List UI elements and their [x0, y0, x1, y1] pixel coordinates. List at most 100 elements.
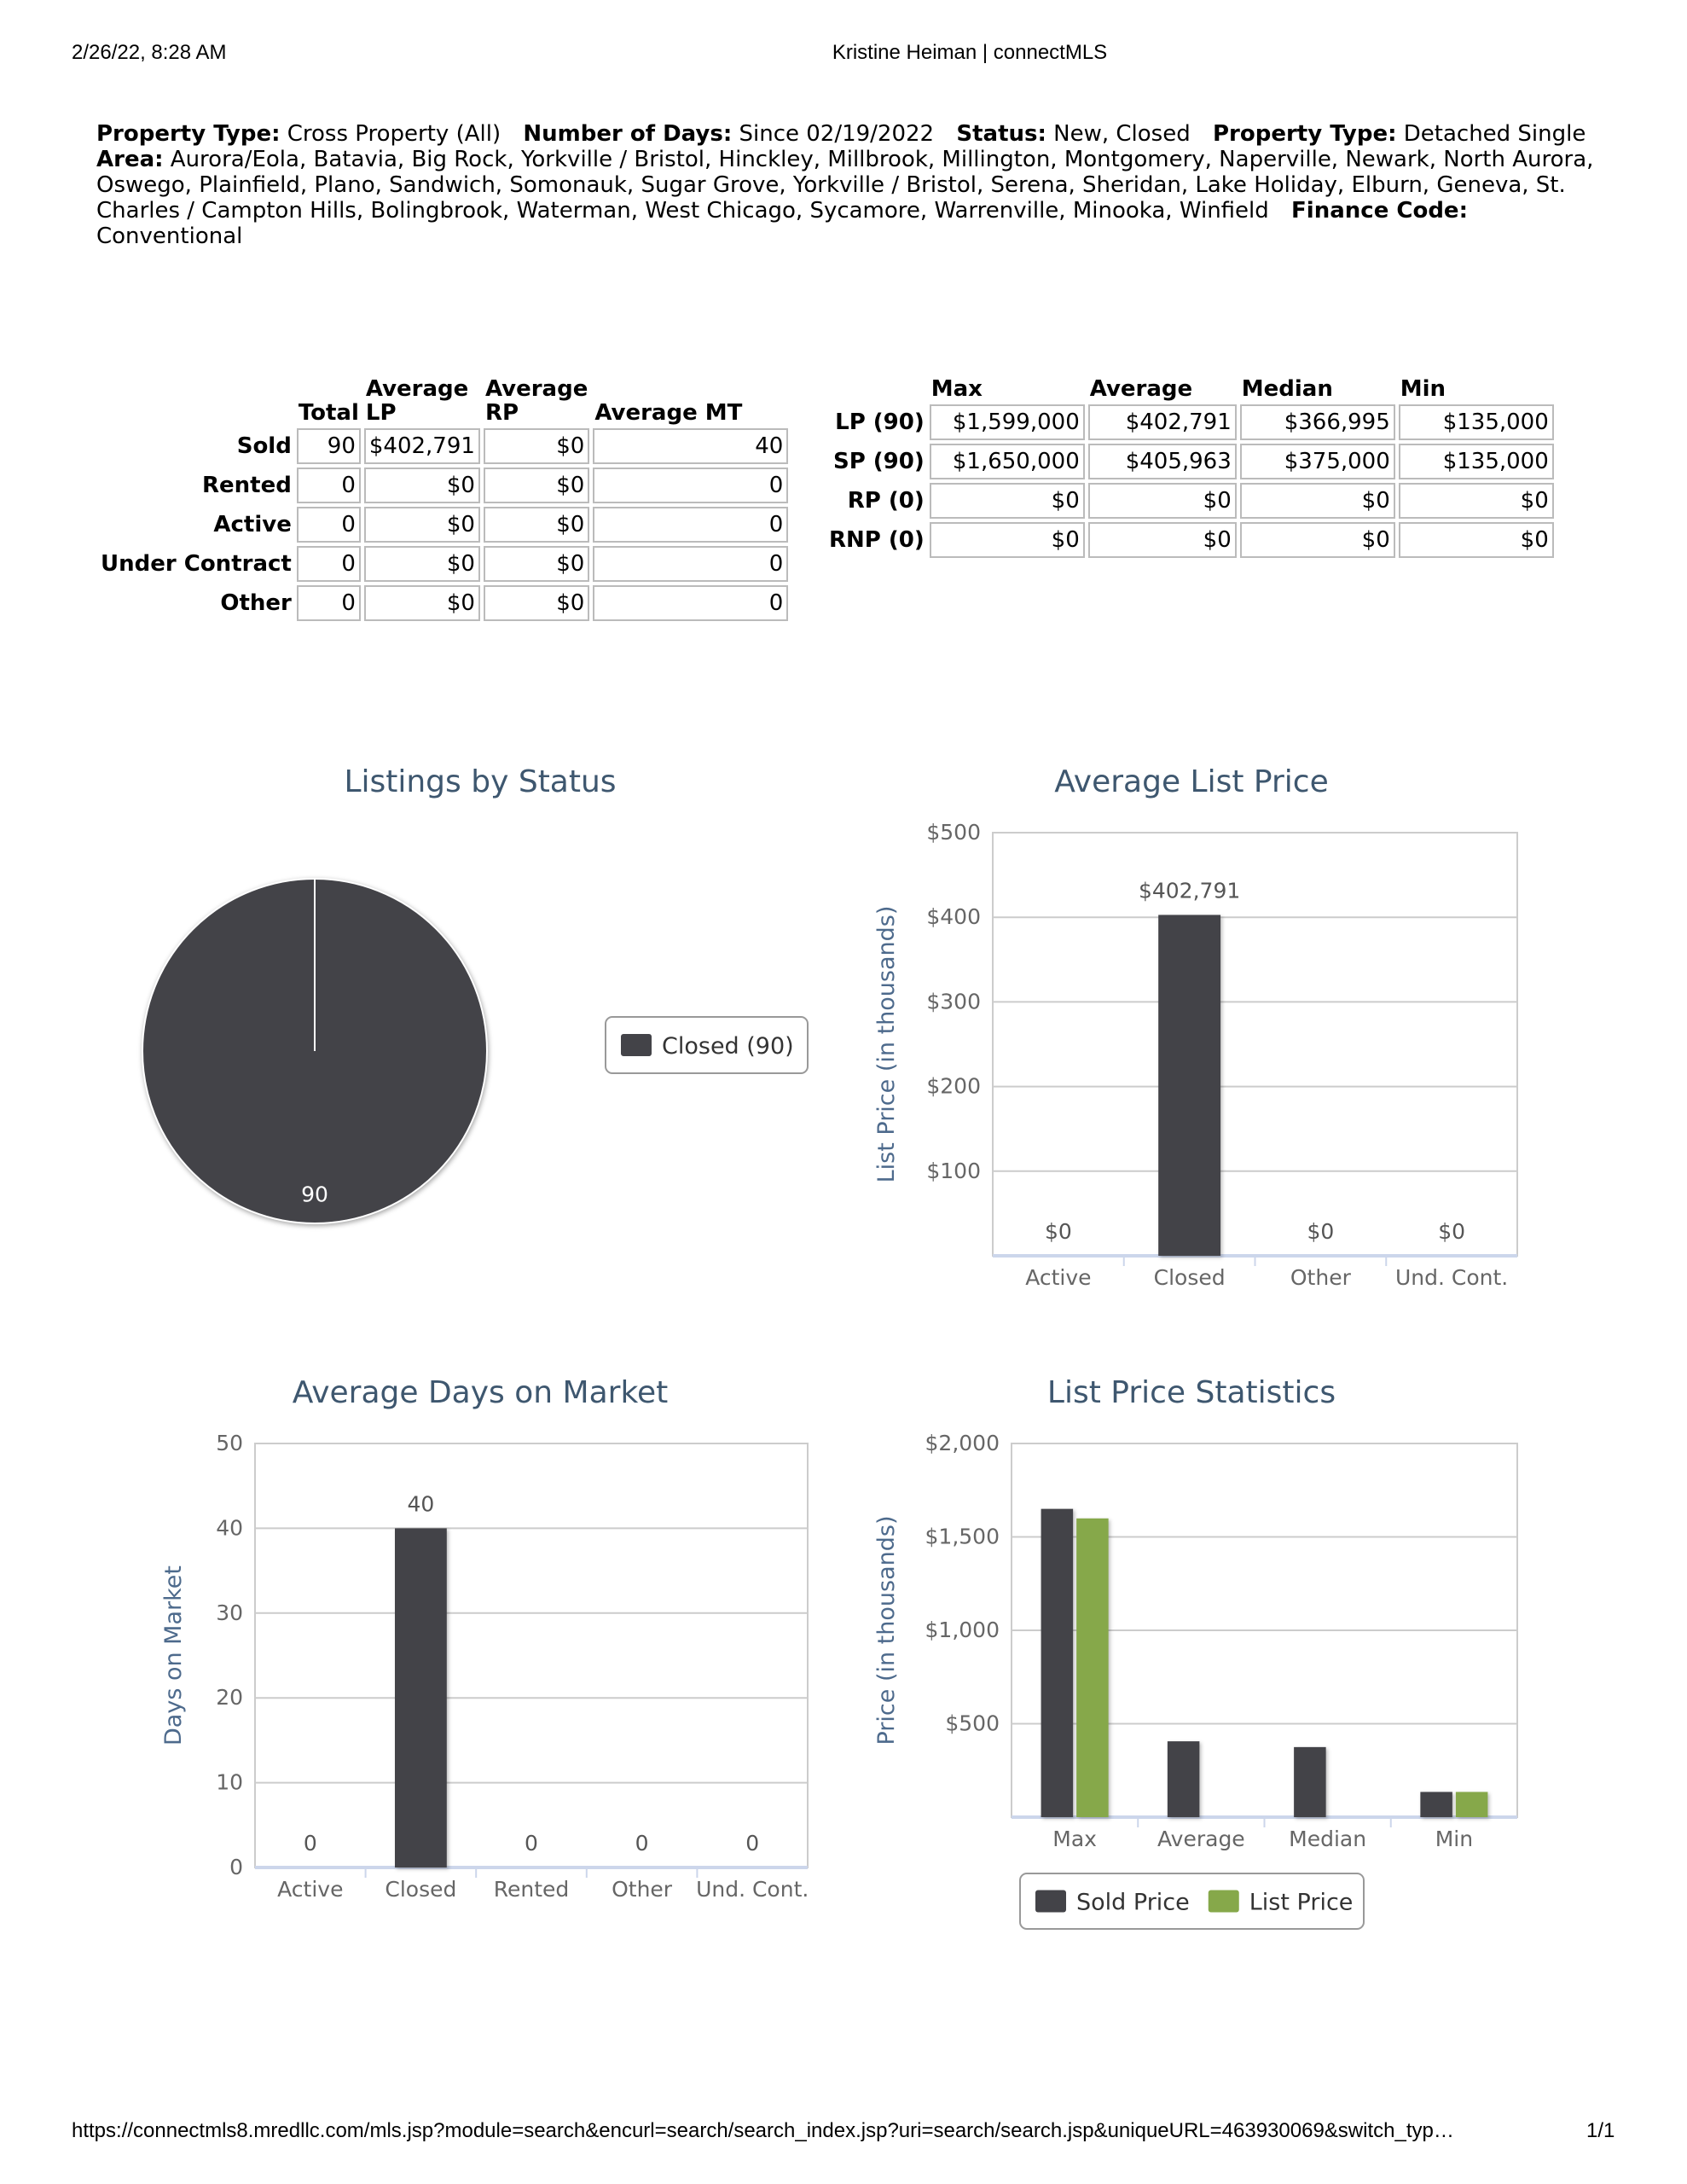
data-label: $402,791	[1139, 878, 1240, 903]
table-cell: 0	[593, 546, 789, 582]
table-cell: $0	[483, 468, 590, 503]
table-cell: $0	[1239, 522, 1395, 558]
criterion-label: Property Type:	[96, 121, 281, 147]
bar	[1158, 915, 1221, 1256]
page-number: 1/1	[1586, 2119, 1615, 2142]
table-cell: $0	[363, 546, 480, 582]
y-tick-label: $1,000	[925, 1618, 1000, 1642]
criterion-label: Number of Days:	[523, 121, 733, 147]
x-tick-label: Und. Cont.	[696, 1877, 809, 1902]
table-cell: $0	[363, 585, 480, 621]
table-cell: $135,000	[1398, 404, 1554, 440]
criterion: Number of Days: Since 02/19/2022	[523, 121, 934, 147]
table-cell: $0	[1087, 522, 1237, 558]
data-label: $0	[1307, 1219, 1334, 1244]
criterion-value: Detached Single	[1403, 121, 1586, 147]
column-header: Max	[930, 376, 983, 402]
table-cell: $402,791	[1087, 404, 1237, 440]
table-cell: $135,000	[1398, 444, 1554, 479]
slice-label: 90	[301, 1182, 328, 1207]
criterion-label: Area:	[96, 147, 164, 172]
table-cell: $405,963	[1087, 444, 1237, 479]
table-cell: $0	[1239, 483, 1395, 519]
bar	[1455, 1792, 1488, 1817]
print-date: 2/26/22, 8:28 AM	[72, 41, 227, 64]
footer-url: https://connectmls8.mredllc.com/mls.jsp?…	[72, 2119, 1454, 2142]
summary-table: Total Average LP Average RP Average MT Sold 9…	[96, 374, 791, 624]
table-cell: 90	[296, 428, 361, 464]
criterion-label: Finance Code:	[1291, 198, 1468, 224]
criterion-label: Property Type:	[1213, 121, 1397, 147]
column-header: Average MT	[594, 400, 743, 426]
table-cell: $366,995	[1239, 404, 1395, 440]
row-label: Under Contract	[101, 551, 292, 577]
data-label: 0	[745, 1831, 759, 1856]
header-row: Total Average LP Average RP Average MT	[99, 377, 788, 425]
row-label: Rented	[202, 473, 292, 498]
table-cell: 40	[593, 428, 789, 464]
table-row: RNP (0) $0 $0 $0 $0	[827, 522, 1554, 558]
criterion-value: New, Closed	[1053, 121, 1191, 147]
data-label: 0	[525, 1831, 538, 1856]
criterion: Area: Aurora/Eola, Batavia, Big Rock, Yo…	[96, 147, 1593, 224]
legend-swatch	[621, 1034, 652, 1056]
table-cell: $0	[929, 483, 1085, 519]
x-tick-label: Active	[277, 1877, 343, 1902]
table-cell: $0	[483, 546, 590, 582]
table-row: Other 0 $0 $0 0	[99, 585, 789, 621]
x-tick-label: Closed	[1154, 1265, 1226, 1290]
table-cell: $0	[1087, 483, 1237, 519]
y-tick-label: $100	[926, 1159, 981, 1183]
y-tick-label: 40	[216, 1515, 243, 1540]
row-label: RNP (0)	[829, 527, 925, 553]
table-cell: $0	[929, 522, 1085, 558]
criterion-label: Status:	[956, 121, 1046, 147]
legend-label: Closed (90)	[662, 1033, 794, 1060]
y-tick-label: $300	[926, 989, 981, 1014]
table-row: RP (0) $0 $0 $0 $0	[827, 483, 1554, 519]
column-header: Average LP	[365, 376, 469, 426]
table-row: Rented 0 $0 $0 0	[99, 468, 789, 503]
criterion-value: Aurora/Eola, Batavia, Big Rock, Yorkvill…	[96, 147, 1594, 224]
x-tick-label: Average	[1157, 1827, 1245, 1851]
table-cell: 0	[593, 507, 789, 543]
page-title: Kristine Heiman | connectMLS	[832, 41, 1108, 64]
table-cell: $375,000	[1239, 444, 1395, 479]
y-tick-label: $500	[945, 1711, 1000, 1736]
chart-title: List Price Statistics	[1047, 1375, 1336, 1410]
legend-label: List Price	[1249, 1890, 1354, 1916]
bar	[1420, 1792, 1452, 1817]
criterion: Finance Code: Conventional	[96, 198, 1468, 249]
table-row: Under Contract 0 $0 $0 0	[99, 546, 789, 582]
data-label: $0	[1045, 1219, 1072, 1244]
table-cell: $0	[483, 428, 590, 464]
y-axis-label: List Price (in thousands)	[873, 906, 900, 1183]
chart-title: Listings by Status	[344, 764, 616, 799]
bar	[1294, 1746, 1326, 1817]
criterion: Property Type: Cross Property (All)	[96, 121, 501, 147]
bar	[1041, 1508, 1074, 1817]
table-cell: $0	[483, 507, 590, 543]
data-label: 40	[407, 1491, 434, 1516]
table-cell: $0	[483, 585, 590, 621]
bar	[395, 1528, 447, 1867]
column-header: Median	[1241, 376, 1333, 402]
y-tick-label: $200	[926, 1074, 981, 1099]
row-label: LP (90)	[835, 410, 925, 435]
x-tick-label: Und. Cont.	[1395, 1265, 1508, 1290]
y-tick-label: 50	[216, 1431, 243, 1455]
criterion: Status: New, Closed	[956, 121, 1190, 147]
x-tick-label: Active	[1025, 1265, 1091, 1290]
criterion-value: Conventional	[96, 224, 243, 249]
row-label: SP (90)	[832, 449, 925, 474]
legend-swatch	[1035, 1890, 1066, 1913]
table-cell: $0	[1398, 483, 1554, 519]
y-tick-label: $1,500	[925, 1525, 1000, 1549]
plot-frame	[254, 1443, 809, 1868]
y-axis-label: Days on Market	[160, 1565, 187, 1745]
x-tick-label: Max	[1052, 1827, 1097, 1851]
y-tick-label: 30	[216, 1600, 243, 1625]
table-cell: 0	[296, 468, 361, 503]
